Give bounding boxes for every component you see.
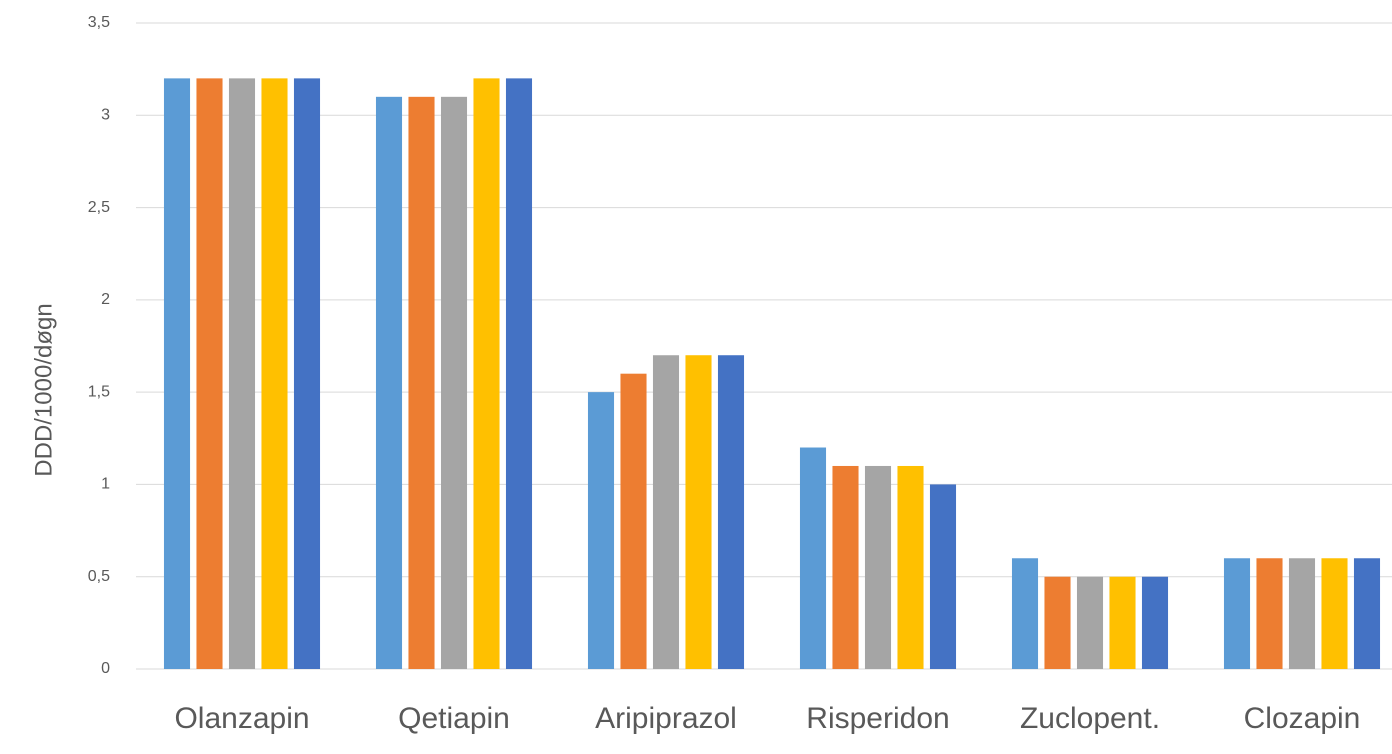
y-tick-label: 3,5	[88, 14, 110, 31]
bar	[293, 78, 321, 669]
bar	[685, 355, 712, 669]
bar	[799, 447, 827, 669]
x-tick-label: Risperidon	[806, 702, 949, 735]
bar	[1141, 576, 1169, 669]
bar	[261, 78, 288, 669]
bar	[832, 465, 859, 669]
x-tick-label: Qetiapin	[398, 702, 510, 735]
bar	[1256, 558, 1283, 669]
bar	[408, 96, 435, 670]
y-tick-label: 0	[101, 660, 110, 677]
bar	[864, 465, 892, 669]
y-tick-label: 2	[101, 291, 110, 308]
bar	[228, 78, 256, 669]
bar	[929, 484, 957, 669]
bar	[505, 78, 533, 669]
y-tick-label: 1	[101, 476, 110, 493]
y-tick-label: 0,5	[88, 568, 110, 585]
bar	[196, 78, 223, 669]
bar	[1044, 576, 1071, 669]
bar	[897, 465, 924, 669]
y-tick-label: 1,5	[88, 383, 110, 400]
bar	[1321, 558, 1348, 669]
bar	[652, 355, 680, 669]
bar	[587, 392, 615, 669]
bar	[1288, 558, 1316, 669]
bar	[1076, 576, 1104, 669]
x-tick-label: Aripiprazol	[595, 702, 737, 735]
bar	[1011, 558, 1039, 669]
bar	[717, 355, 745, 669]
bar	[1109, 576, 1136, 669]
bar	[620, 373, 647, 669]
x-tick-label: Olanzapin	[174, 702, 309, 735]
y-tick-label: 2,5	[88, 199, 110, 216]
y-tick-label: 3	[101, 107, 110, 124]
bar	[1223, 558, 1251, 669]
x-tick-label: Clozapin	[1244, 702, 1361, 735]
bar	[163, 78, 191, 669]
x-tick-label: Zuclopent.	[1020, 702, 1160, 735]
bar	[1353, 558, 1381, 669]
bar	[473, 78, 500, 669]
bar	[440, 96, 468, 670]
y-axis-label: DDD/1000/døgn	[30, 303, 57, 476]
bar	[375, 96, 403, 670]
